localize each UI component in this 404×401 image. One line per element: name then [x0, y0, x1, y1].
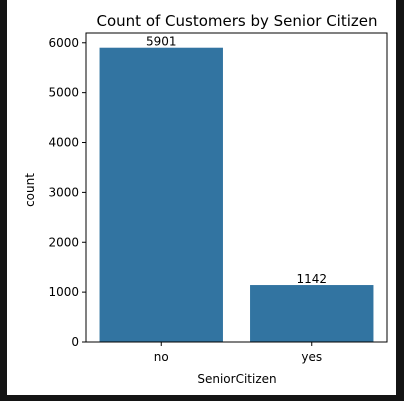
y-tick-label: 4000	[48, 136, 79, 150]
x-tick-label: yes	[301, 350, 322, 364]
bar-value-label: 1142	[296, 272, 327, 286]
x-axis-ticks: no yes	[154, 342, 322, 364]
y-tick-label: 1000	[48, 285, 79, 299]
bar-yes	[250, 285, 374, 342]
chart-canvas: Count of Customers by Senior Citizen cou…	[7, 0, 396, 395]
y-tick-label: 3000	[48, 185, 79, 199]
y-tick-label: 5000	[48, 86, 79, 100]
y-tick-label: 2000	[48, 235, 79, 249]
bar-chart: Count of Customers by Senior Citizen cou…	[23, 12, 388, 386]
y-axis-ticks: 0 1000 2000 3000 4000 5000 6000	[48, 36, 86, 349]
chart-title: Count of Customers by Senior Citizen	[97, 12, 378, 30]
bars: 5901 1142	[99, 35, 374, 342]
y-axis-label: count	[23, 173, 37, 207]
x-tick-label: no	[154, 350, 169, 364]
bar-no	[99, 47, 223, 342]
y-tick-label: 6000	[48, 36, 79, 50]
x-axis-label: SeniorCitizen	[197, 372, 276, 386]
bar-value-label: 5901	[146, 35, 177, 49]
y-tick-label: 0	[71, 335, 79, 349]
plot-frame	[85, 32, 388, 343]
